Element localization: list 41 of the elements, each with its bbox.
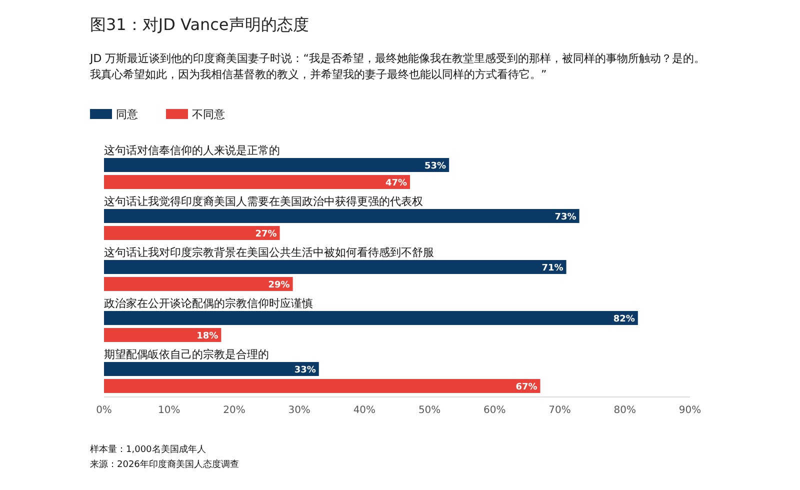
x-tick-label: 0% xyxy=(96,405,112,416)
data-label: 73% xyxy=(554,212,576,222)
y-tick-label: 政治家在公开谈论配偶的宗教信仰时应谨慎 xyxy=(104,297,313,310)
x-tick-label: 20% xyxy=(223,405,246,416)
x-tick-label: 60% xyxy=(484,405,506,416)
bar xyxy=(104,328,222,342)
x-tick-label: 10% xyxy=(158,405,180,416)
data-label: 33% xyxy=(294,366,316,376)
bar xyxy=(104,260,566,274)
x-tick-label: 50% xyxy=(418,405,441,416)
bar xyxy=(104,379,540,393)
source-note: 来源：2026年印度裔美国人态度调查 xyxy=(90,459,239,470)
data-label: 82% xyxy=(613,314,635,324)
data-label: 18% xyxy=(196,332,218,342)
bar xyxy=(104,209,580,223)
y-tick-label: 这句话让我觉得印度裔美国人需要在美国政治中获得更强的代表权 xyxy=(104,195,423,208)
data-label: 67% xyxy=(516,382,538,392)
bar xyxy=(104,226,280,240)
chart-title: 图31：对JD Vance声明的态度 xyxy=(90,15,309,34)
data-label: 29% xyxy=(268,280,290,290)
chart-subtitle: JD 万斯最近谈到他的印度裔美国妻子时说：“我是否希望，最终她能像我在教堂里感受到的那样，被同样的事物所触动？是的。我真心希望如此，因为我相信基督教的教义，并希望我的妻子最终也能以同样的方式看待它。” xyxy=(89,52,705,81)
y-tick-label: 这句话对信奉信仰的人来说是正常的 xyxy=(104,144,280,157)
bar xyxy=(104,158,450,172)
bar xyxy=(104,311,638,325)
x-tick-label: 40% xyxy=(353,405,376,416)
bar xyxy=(104,175,410,189)
data-label: 47% xyxy=(385,178,408,188)
x-tick-label: 80% xyxy=(614,405,636,416)
x-tick-label: 70% xyxy=(548,405,571,416)
bar xyxy=(104,362,319,376)
y-tick-label: 期望配偶皈依自己的宗教是合理的 xyxy=(104,348,269,361)
data-label: 71% xyxy=(542,264,564,274)
legend-label: 同意 xyxy=(116,108,138,121)
bar xyxy=(104,277,293,291)
legend-label: 不同意 xyxy=(192,108,225,121)
y-tick-label: 这句话让我对印度宗教背景在美国公共生活中被如何看待感到不舒服 xyxy=(104,246,434,259)
x-tick-label: 30% xyxy=(288,405,310,416)
data-label: 27% xyxy=(255,230,277,240)
text: 样本量：1,000名美国成年人 xyxy=(90,444,206,455)
x-tick-label: 90% xyxy=(678,405,702,416)
data-label: 53% xyxy=(424,162,446,172)
